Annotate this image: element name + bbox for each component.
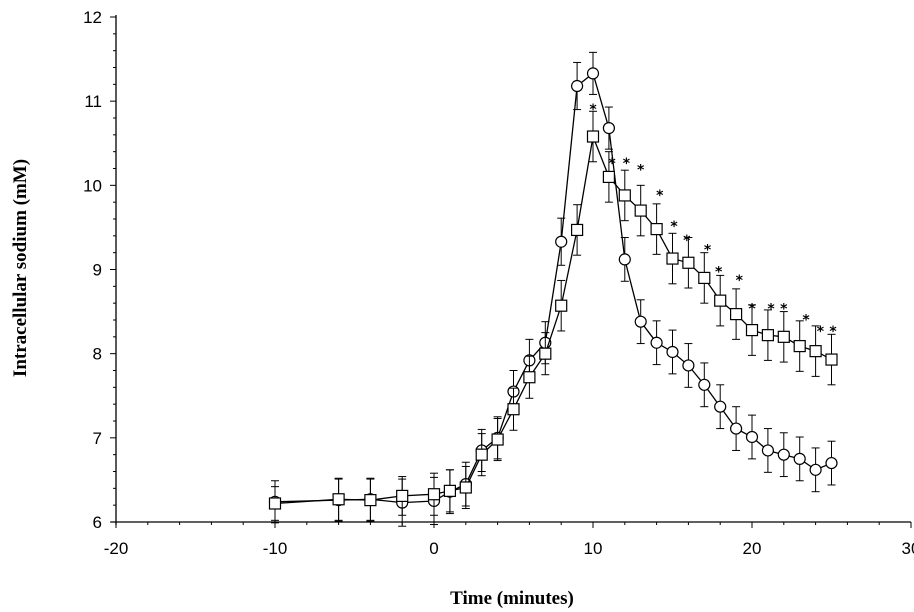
x-axis-title: Time (minutes) [450,588,574,609]
x-tick-label: 10 [584,539,603,558]
data-point-circle [570,79,584,93]
data-point-square [714,294,727,307]
data-point-circle [825,456,838,470]
data-point-square [523,371,536,384]
data-point-circle [729,422,743,435]
annotation-layer: ** * ******** * *** * [589,102,837,340]
data-point-circle [682,359,695,372]
data-point-square [332,493,345,506]
data-point-square [825,353,838,366]
data-point-square [682,256,695,269]
data-point-circle [793,452,806,465]
series-square [268,110,838,522]
data-point-square [396,489,409,503]
significance-marker: * [670,219,678,235]
data-point-square [634,204,647,217]
data-point-circle [809,463,822,476]
data-point-circle [555,235,568,248]
data-point-square [729,308,743,321]
x-tick-label: -20 [104,539,129,558]
data-point-square [475,448,488,461]
x-tick-label: 30 [902,539,914,558]
significance-marker: * [656,188,664,204]
data-point-square [745,324,759,337]
x-tick-label: 0 [429,539,438,558]
x-tick-label: -10 [263,539,288,558]
significance-marker: * [748,301,756,317]
y-tick-label: 12 [83,8,102,27]
data-point-circle [586,67,600,80]
data-point-circle [777,448,790,461]
data-point-circle [650,336,663,349]
data-point-square [364,494,377,507]
data-point-square [761,329,775,342]
significance-marker: * [736,273,744,289]
data-point-square [618,189,631,202]
data-point-square [793,339,806,353]
significance-marker: * [817,324,825,340]
data-point-circle [714,400,727,413]
y-tick-label: 10 [83,176,102,195]
data-point-square [443,484,456,497]
data-point-circle [698,378,711,391]
y-tick-label: 6 [93,513,102,532]
data-point-square [586,130,600,143]
series-circle [268,51,838,527]
significance-marker: * [704,242,712,258]
significance-marker: * [623,156,631,172]
y-tick-label: 11 [84,92,102,111]
data-point-square [570,223,584,237]
data-point-circle [618,253,631,266]
data-point-square [809,345,822,358]
data-point-square [507,403,520,416]
data-point-circle [745,430,759,444]
x-axis-ticks: -20 -10 0 10 20 30 [104,522,914,558]
data-point-circle [761,444,775,457]
data-point-square [268,497,282,510]
y-axis-title: Intracellular sodium (mM) [10,159,31,377]
data-point-square [555,299,568,312]
series-layer [268,51,838,527]
data-point-square [602,170,616,184]
data-point-square [698,271,711,285]
significance-marker: * [829,324,837,340]
data-point-square [491,433,504,446]
data-point-square [650,223,663,236]
data-point-circle [602,122,616,135]
y-tick-label: 7 [93,429,102,448]
significance-marker: * [767,301,775,317]
data-point-square [777,330,790,343]
y-tick-label: 8 [93,345,102,364]
significance-marker: * [780,301,788,317]
significance-marker: * [637,163,645,179]
data-point-square [459,481,472,494]
data-point-circle [666,345,679,359]
series-line [274,134,832,505]
data-point-square [666,252,679,265]
y-tick-label: 9 [93,261,102,280]
data-point-square [427,488,441,501]
data-point-circle [634,315,647,328]
significance-marker: * [608,156,616,172]
data-point-square [539,347,552,360]
y-axis-ticks: 6 7 8 9 10 11 12 [83,8,116,532]
significance-marker: * [683,233,691,249]
significance-marker: * [589,102,597,118]
x-tick-label: 20 [743,539,762,558]
significance-marker: * [802,312,810,328]
significance-marker: * [715,264,723,280]
